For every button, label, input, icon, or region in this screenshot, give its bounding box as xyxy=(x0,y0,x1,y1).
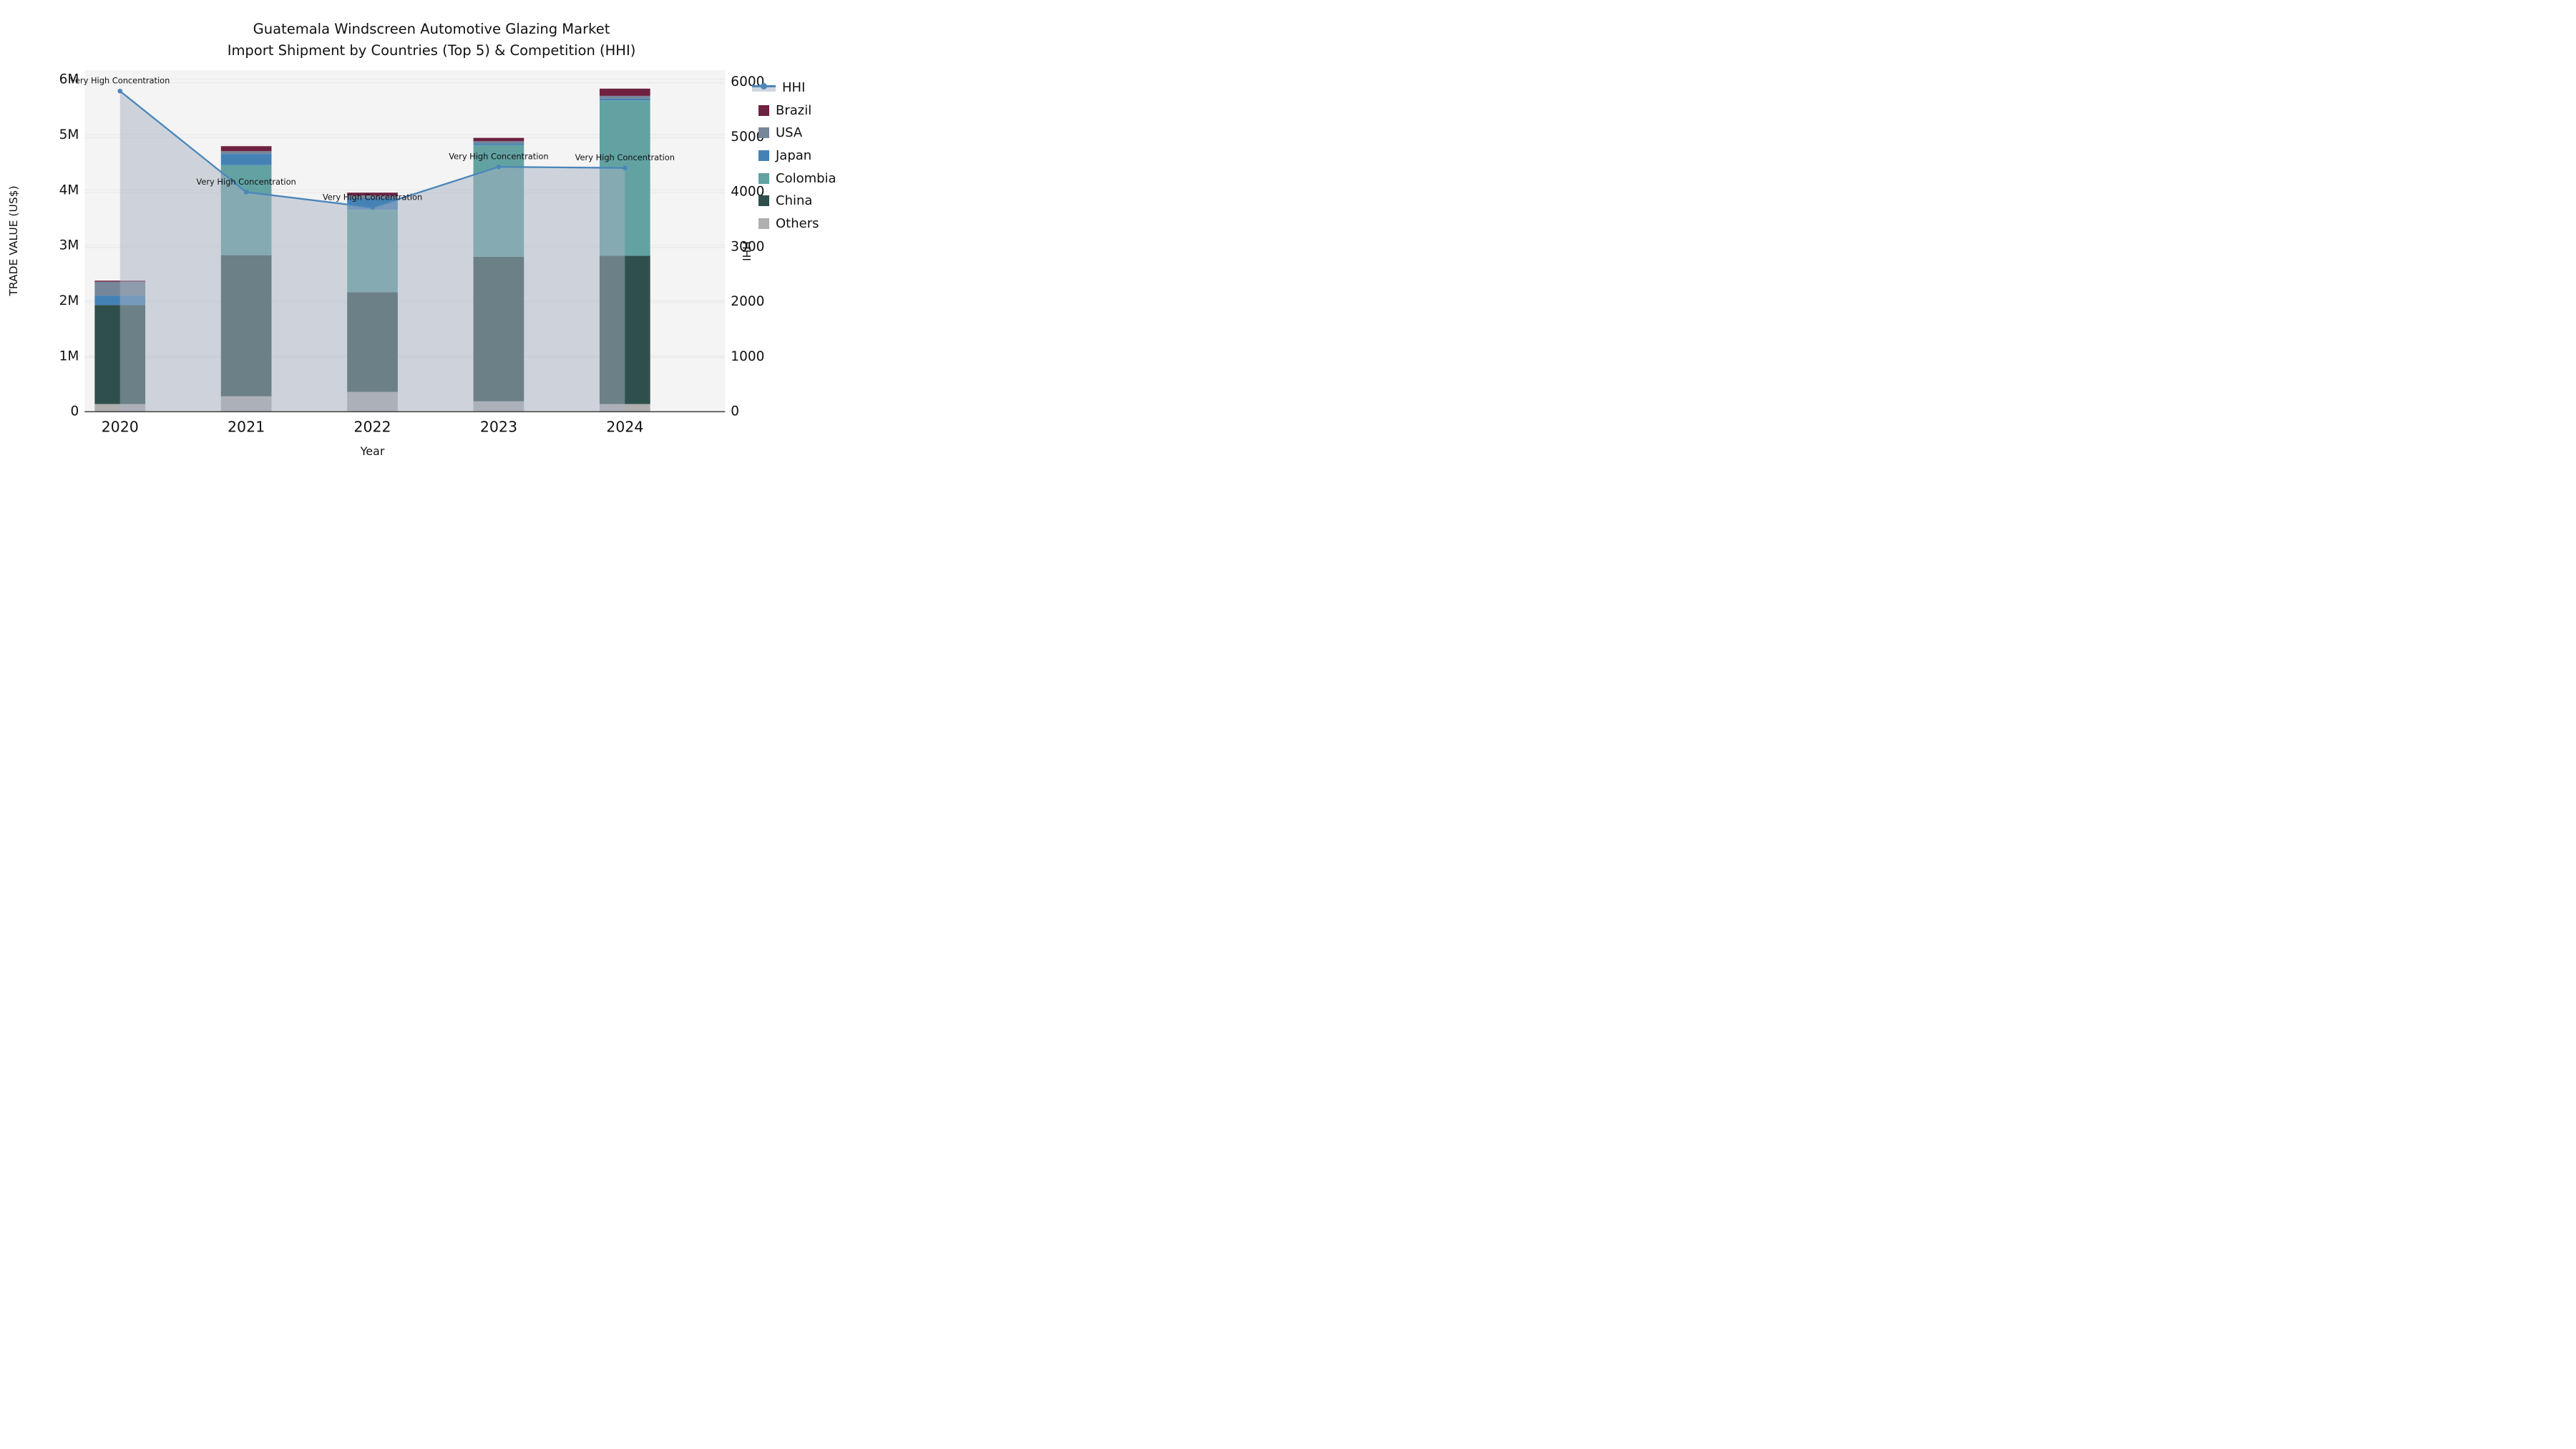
bar-segment-japan-2023[interactable] xyxy=(473,143,525,145)
y-axis-tick-right-5000: 5000 xyxy=(731,130,764,145)
legend-hhi-line-icon xyxy=(752,82,776,93)
hhi-marker-2021[interactable] xyxy=(243,190,249,195)
x-axis-tick-2020[interactable]: 2020 xyxy=(102,419,139,436)
legend-item-brazil[interactable]: Brazil xyxy=(752,99,836,122)
y-axis-tick-left-5M: 5M xyxy=(59,127,79,142)
legend-item-hhi[interactable]: HHI xyxy=(752,77,836,99)
chart-canvas: Very High Concentration Very High Concent… xyxy=(7,70,764,458)
legend-label-china: China xyxy=(776,193,813,209)
legend: HHI Brazil USA Japan Colombia China Others xyxy=(752,77,836,235)
x-axis-title: Year xyxy=(360,444,385,458)
annotation-2024: Very High Concentration xyxy=(575,152,675,162)
legend-hhi-marker-dot xyxy=(761,82,767,89)
legend-label-colombia: Colombia xyxy=(776,170,836,186)
bar-segment-japan-2024[interactable] xyxy=(599,98,650,101)
y-axis-tick-left-1M: 1M xyxy=(59,348,79,364)
legend-label-hhi: HHI xyxy=(782,80,806,96)
x-axis-tick-2024[interactable]: 2024 xyxy=(606,419,643,436)
y-axis-tick-left-3M: 3M xyxy=(59,238,79,253)
x-axis-tick-2021[interactable]: 2021 xyxy=(228,419,265,436)
legend-swatch-others xyxy=(758,218,769,229)
legend-swatch-brazil xyxy=(758,104,769,116)
legend-label-others: Others xyxy=(776,215,819,231)
bar-segment-brazil-2023[interactable] xyxy=(473,137,525,142)
hhi-marker-2020[interactable] xyxy=(117,88,122,94)
y-axis-tick-right-4000: 4000 xyxy=(731,185,764,200)
bar-segment-brazil-2021[interactable] xyxy=(220,146,272,152)
y-axis-title-left: TRADE VALUE (US$) xyxy=(7,185,20,296)
bar-segment-brazil-2022[interactable] xyxy=(347,192,398,196)
hhi-marker-2023[interactable] xyxy=(496,164,502,170)
annotation-2021: Very High Concentration xyxy=(196,177,296,187)
annotation-2023: Very High Concentration xyxy=(449,152,548,162)
y-axis-tick-left-6M: 6M xyxy=(59,72,79,87)
hhi-area-fill xyxy=(119,91,625,411)
annotation-2020: Very High Concentration xyxy=(70,76,170,86)
legend-item-usa[interactable]: USA xyxy=(752,122,836,145)
hhi-marker-2024[interactable] xyxy=(623,165,628,170)
legend-label-usa: USA xyxy=(776,125,803,141)
bar-segment-others-2024[interactable] xyxy=(599,404,650,411)
legend-item-japan[interactable]: Japan xyxy=(752,145,836,167)
x-axis-tick-2022[interactable]: 2022 xyxy=(353,419,391,436)
figure: Guatemala Windscreen Automotive Glazing … xyxy=(0,0,859,483)
legend-swatch-colombia xyxy=(758,172,769,184)
y-axis-tick-right-3000: 3000 xyxy=(731,239,764,254)
legend-swatch-usa xyxy=(758,127,769,139)
y-axis-tick-left-4M: 4M xyxy=(59,182,79,197)
annotation-2022: Very High Concentration xyxy=(323,192,422,202)
legend-label-brazil: Brazil xyxy=(776,102,812,118)
bar-segment-usa-2021[interactable] xyxy=(220,151,272,155)
legend-swatch-japan xyxy=(758,150,769,162)
legend-item-colombia[interactable]: Colombia xyxy=(752,167,836,190)
legend-item-others[interactable]: Others xyxy=(752,213,836,235)
legend-label-japan: Japan xyxy=(776,148,812,164)
y-axis-tick-left-2M: 2M xyxy=(59,293,79,308)
y-axis-tick-right-0: 0 xyxy=(731,404,739,419)
bar-segment-brazil-2024[interactable] xyxy=(599,88,650,96)
bar-segment-japan-2021[interactable] xyxy=(220,154,272,165)
y-axis-tick-left-0: 0 xyxy=(71,404,79,419)
x-axis-tick-2023[interactable]: 2023 xyxy=(480,419,517,436)
y-axis-tick-right-1000: 1000 xyxy=(731,349,764,364)
legend-swatch-china xyxy=(758,195,769,207)
legend-item-china[interactable]: China xyxy=(752,190,836,213)
bar-segment-usa-2022[interactable] xyxy=(347,195,398,198)
y-axis-title-right: HHI xyxy=(740,241,753,261)
bar-segment-usa-2023[interactable] xyxy=(473,141,525,144)
y-axis-tick-right-2000: 2000 xyxy=(731,294,764,309)
hhi-marker-2022[interactable] xyxy=(370,205,375,210)
bar-segment-usa-2024[interactable] xyxy=(599,95,650,99)
